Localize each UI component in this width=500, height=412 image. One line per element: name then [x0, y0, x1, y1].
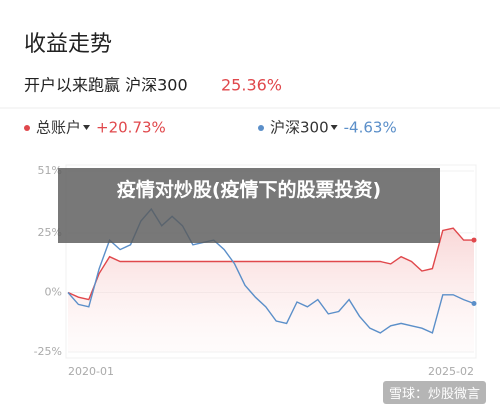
- area-fill: [68, 228, 474, 352]
- x-tick-label: 2025-02: [428, 365, 474, 378]
- end-point: [471, 300, 477, 306]
- line: [67, 227, 474, 301]
- x-tick-label: 2020-01: [68, 365, 114, 378]
- legend-label: 沪深300: [270, 119, 329, 137]
- legend-change: +20.73%: [96, 119, 166, 137]
- legend-dot: [258, 125, 264, 131]
- page-title: 收益走势: [24, 32, 112, 57]
- summary-value: 25.36%: [221, 76, 282, 95]
- end-point: [471, 237, 477, 243]
- plot-frame: [65, 164, 477, 359]
- overlay-title: 疫情对炒股(疫情下的股票投资): [58, 168, 440, 243]
- legend-dot: [24, 125, 30, 131]
- legend-change: -4.63%: [344, 119, 397, 137]
- legend-caret: [83, 125, 91, 130]
- y-tick-label: 0%: [45, 285, 62, 298]
- y-tick-label: -25%: [34, 345, 62, 358]
- y-tick-label: 25%: [38, 226, 62, 239]
- legend-label: 总账户: [36, 119, 81, 137]
- legend-caret: [330, 125, 338, 130]
- y-tick-label: 51%: [38, 164, 62, 177]
- watermark: 雪球：炒股微言: [382, 381, 486, 404]
- summary-label: 开户以来跑赢 沪深300: [24, 76, 188, 95]
